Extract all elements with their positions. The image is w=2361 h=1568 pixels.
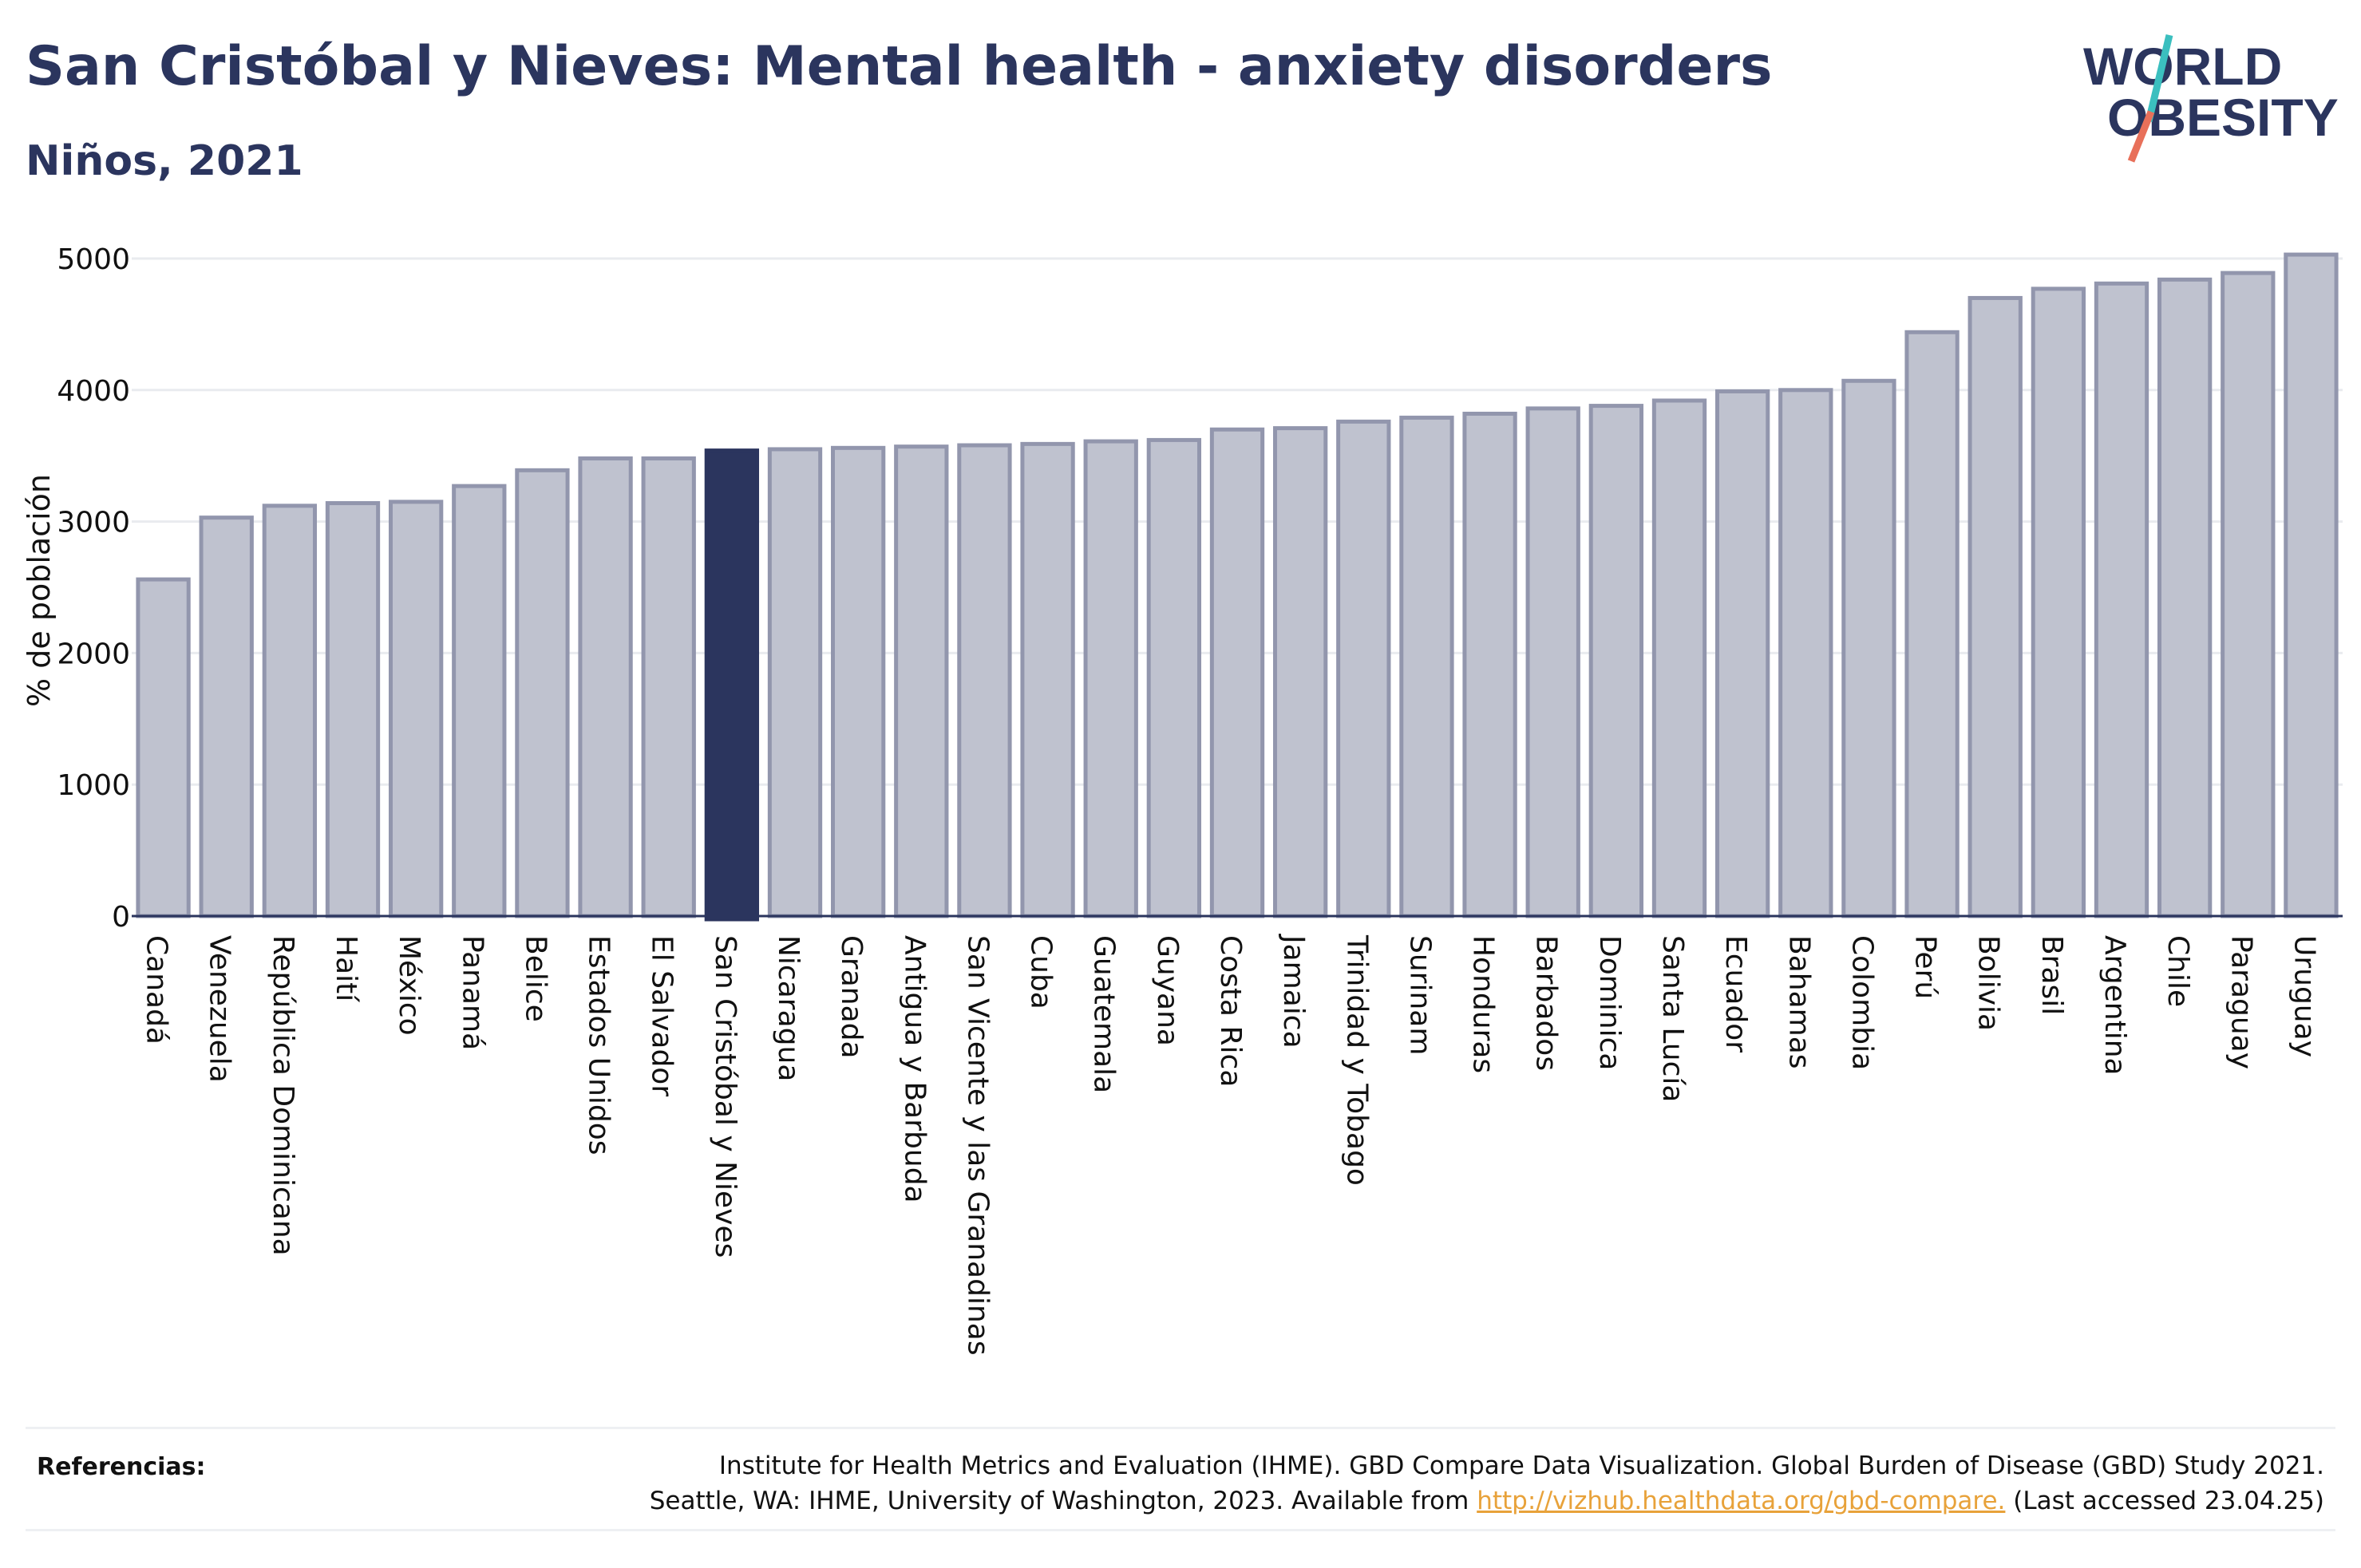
bar-jamaica <box>1272 426 1328 918</box>
x-tick-label: Honduras <box>1467 935 1500 1073</box>
x-tick-label: Bolivia <box>1972 935 2005 1031</box>
x-tick-label: Bahamas <box>1782 935 1815 1069</box>
logo-word-world: WORLD <box>2083 37 2282 96</box>
references-line-2: Seattle, WA: IHME, University of Washing… <box>650 1483 2324 1519</box>
bar-argentina <box>2094 281 2149 918</box>
bar-estados-unidos <box>578 456 633 918</box>
chart-subtitle: Niños, 2021 <box>26 137 303 185</box>
bar-ecuador <box>1714 389 1770 918</box>
x-tick-label: Perú <box>1909 935 1942 999</box>
references-text: Institute for Health Metrics and Evaluat… <box>650 1448 2324 1519</box>
references-line-2-start: Seattle, WA: IHME, University of Washing… <box>649 1487 1477 1515</box>
bar-granada <box>830 445 886 918</box>
x-tick-label: Nicaragua <box>772 935 805 1081</box>
bar-uruguay <box>2284 252 2339 918</box>
x-tick-label: Cuba <box>1025 935 1058 1009</box>
x-tick-label: San Cristóbal y Nieves <box>709 935 742 1258</box>
bar-honduras <box>1462 411 1517 918</box>
x-tick-label: Dominica <box>1593 935 1626 1071</box>
bar-haití <box>325 501 381 918</box>
bars <box>136 252 2339 922</box>
x-tick-label: Ecuador <box>1719 935 1752 1053</box>
bar-santa-lucía <box>1651 398 1707 918</box>
bar-san-vicente-y-las-granadinas <box>957 443 1012 918</box>
bar-cuba <box>1020 441 1075 918</box>
x-tick-label: Venezuela <box>204 935 236 1083</box>
x-tick-label: Costa Rica <box>1214 935 1247 1087</box>
x-tick-label: Panamá <box>456 935 488 1050</box>
logo-slash-top <box>2145 34 2173 123</box>
bar-perú <box>1904 330 1960 918</box>
bar-canadá <box>136 577 191 918</box>
x-tick-label: Haití <box>330 935 362 1002</box>
x-tick-label: Jamaica <box>1277 934 1310 1049</box>
y-axis-label: % de población <box>22 474 57 707</box>
references-line-1: Institute for Health Metrics and Evaluat… <box>718 1451 2324 1480</box>
bar-chart: 0 1000 2000 3000 4000 5000 Canadá Venezuela Rep… <box>22 243 2343 1356</box>
references-box: Referencias: Institute for Health Metric… <box>26 1427 2335 1531</box>
bar-barbados <box>1525 406 1580 918</box>
bar-chile <box>2157 277 2213 918</box>
bar-el-salvador <box>641 456 696 918</box>
x-tick-label: República Dominicana <box>267 935 299 1256</box>
y-tick-label: 0 <box>112 901 130 934</box>
logo-slash-bottom <box>2127 110 2155 163</box>
bar-trinidad-y-tobago <box>1336 419 1391 918</box>
x-tick-label: Santa Lucía <box>1656 935 1689 1102</box>
x-tick-label: Chile <box>2161 935 2194 1007</box>
references-line-2-end: (Last accessed 23.04.25) <box>2005 1487 2324 1515</box>
y-tick-labels: 0 1000 2000 3000 4000 5000 <box>57 243 130 934</box>
x-tick-label: México <box>393 935 425 1036</box>
world-obesity-logo: WORLD OBESITY <box>2083 34 2339 163</box>
x-tick-label: Barbados <box>1530 935 1563 1071</box>
y-tick-label: 5000 <box>57 243 130 276</box>
x-tick-label: Brasil <box>2035 935 2068 1015</box>
bar-venezuela <box>199 515 254 918</box>
x-tick-label: Argentina <box>2098 935 2131 1076</box>
x-tick-label: Surinam <box>1403 935 1436 1055</box>
y-tick-label: 4000 <box>57 375 130 408</box>
x-tick-label: Canadá <box>140 935 173 1045</box>
bar-guatemala <box>1083 439 1138 918</box>
bar-dominica <box>1588 404 1644 918</box>
bar-nicaragua <box>767 447 823 918</box>
bar-antigua-y-barbuda <box>894 444 949 918</box>
bar-guyana <box>1146 437 1202 918</box>
x-tick-label: Colombia <box>1845 935 1878 1070</box>
x-tick-label: Paraguay <box>2225 935 2257 1069</box>
x-tick-label: Belice <box>519 935 552 1022</box>
x-tick-label: Granada <box>835 935 868 1059</box>
x-tick-labels: Canadá Venezuela República Dominicana Haití… <box>140 934 2321 1356</box>
x-tick-label: Uruguay <box>2288 935 2320 1057</box>
bar-colombia <box>1841 378 1896 918</box>
references-link[interactable]: http://vizhub.healthdata.org/gbd-compare… <box>1477 1487 2006 1515</box>
bar-paraguay <box>2221 271 2276 918</box>
bar-costa-rica <box>1209 427 1265 918</box>
bar-república-dominicana <box>262 504 318 918</box>
x-tick-label: Antigua y Barbuda <box>898 935 931 1203</box>
bar-belice <box>515 468 570 918</box>
references-label: Referencias: <box>37 1453 206 1481</box>
bar-méxico <box>388 500 444 918</box>
bar-bahamas <box>1778 388 1833 918</box>
bar-bolivia <box>1968 295 2023 918</box>
x-tick-label: El Salvador <box>646 935 678 1096</box>
chart-title: San Cristóbal y Nieves: Mental health - … <box>26 35 1773 98</box>
bar-panamá <box>452 484 507 918</box>
bar-san-cristóbal-y-nieves <box>704 448 760 922</box>
y-tick-label: 1000 <box>57 769 130 802</box>
bar-surinam <box>1399 415 1454 918</box>
x-tick-label: Estados Unidos <box>583 935 615 1155</box>
bar-brasil <box>2031 286 2086 918</box>
x-tick-label: San Vicente y las Granadinas <box>961 935 994 1356</box>
y-tick-label: 2000 <box>57 638 130 670</box>
y-tick-label: 3000 <box>57 507 130 539</box>
x-tick-label: Guatemala <box>1088 935 1121 1093</box>
x-tick-label: Trinidad y Tobago <box>1340 934 1373 1186</box>
x-tick-label: Guyana <box>1151 935 1184 1046</box>
